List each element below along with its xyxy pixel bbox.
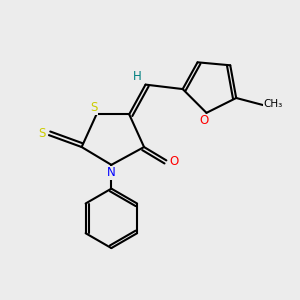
Text: N: N (107, 167, 116, 179)
Text: O: O (169, 155, 178, 168)
Text: H: H (133, 70, 142, 83)
Text: S: S (39, 127, 46, 140)
Text: CH₃: CH₃ (264, 99, 283, 109)
Text: O: O (199, 114, 208, 128)
Text: S: S (90, 101, 97, 114)
